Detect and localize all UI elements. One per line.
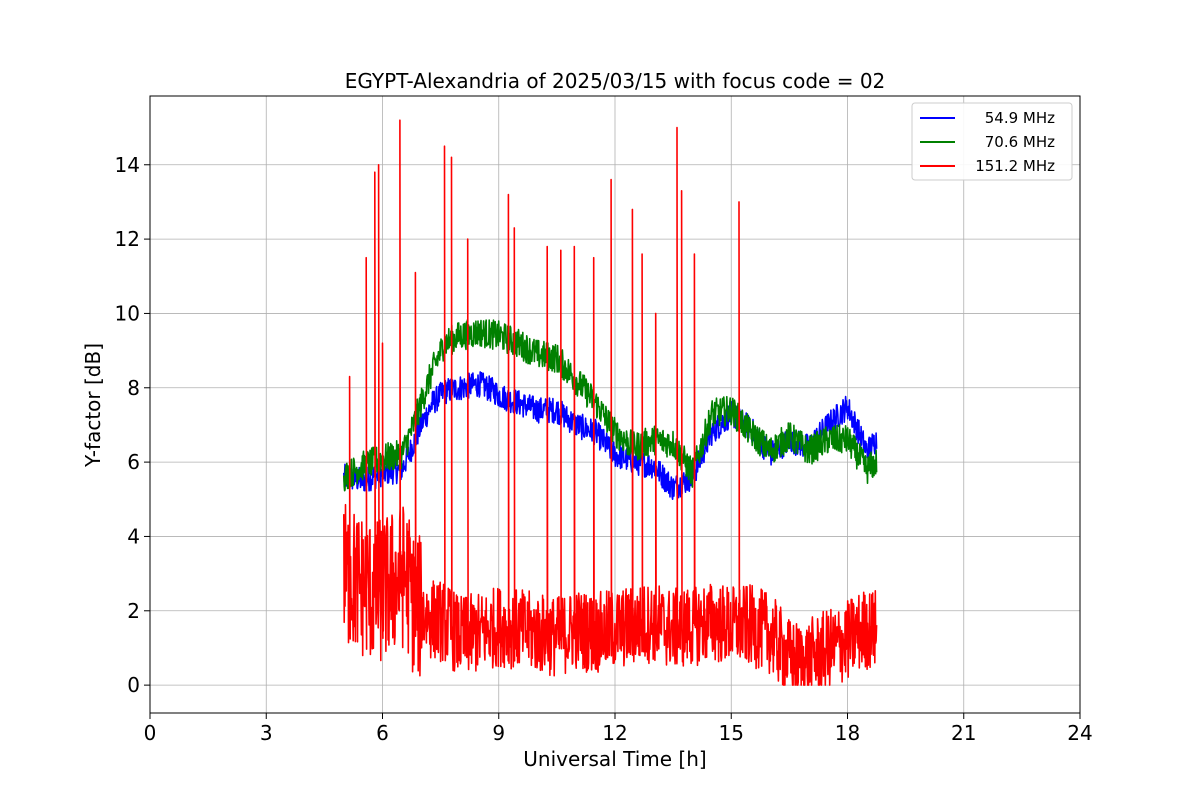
series-layer xyxy=(343,119,878,686)
y-axis-label: Y-factor [dB] xyxy=(81,343,105,468)
legend: 54.9 MHz 70.6 MHz 151.2 MHz xyxy=(911,102,1073,181)
y-tick-label: 14 xyxy=(115,153,140,177)
y-tick-label: 6 xyxy=(127,450,140,474)
x-tick-label: 0 xyxy=(144,721,157,745)
x-tick-label: 6 xyxy=(376,721,389,745)
y-tick-label: 0 xyxy=(127,673,140,697)
y-tick-label: 12 xyxy=(115,227,140,251)
legend-label: 70.6 MHz xyxy=(985,133,1055,151)
x-tick-label: 21 xyxy=(951,721,976,745)
series-line-2 xyxy=(343,119,878,686)
y-tick-label: 8 xyxy=(127,376,140,400)
chart-title: EGYPT-Alexandria of 2025/03/15 with focu… xyxy=(345,69,886,93)
x-tick-label: 18 xyxy=(835,721,860,745)
x-tick-label: 24 xyxy=(1067,721,1092,745)
x-tick-label: 15 xyxy=(719,721,744,745)
y-tick-label: 10 xyxy=(115,301,140,325)
legend-label: 54.9 MHz xyxy=(985,109,1055,127)
y-tick-label: 4 xyxy=(127,524,140,548)
x-tick-label: 9 xyxy=(492,721,505,745)
plot-area xyxy=(343,119,878,686)
legend-label: 151.2 MHz xyxy=(975,157,1055,175)
series-line-1 xyxy=(343,319,878,492)
y-tick-label: 2 xyxy=(127,599,140,623)
x-axis-label: Universal Time [h] xyxy=(523,747,706,771)
x-tick-label: 12 xyxy=(602,721,627,745)
x-tick-label: 3 xyxy=(260,721,273,745)
legend-box xyxy=(911,102,1073,181)
